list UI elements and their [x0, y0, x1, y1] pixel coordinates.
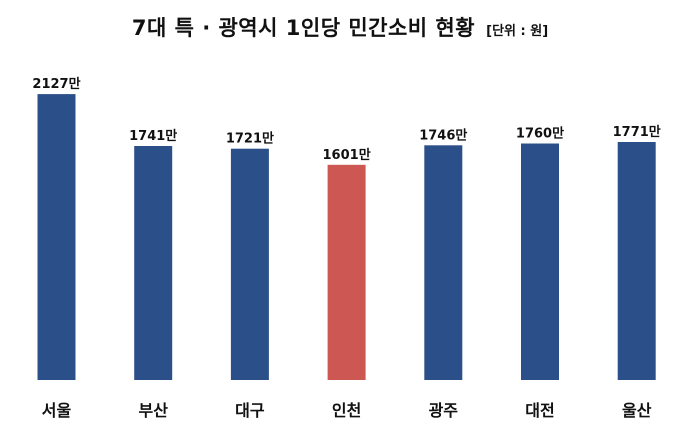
value-label-5: 1746만 — [419, 127, 467, 143]
category-label-2: 부산 — [138, 401, 168, 420]
bar-5 — [424, 145, 463, 380]
category-label-3: 대구 — [235, 401, 265, 420]
bar-3 — [230, 148, 269, 380]
chart-title: 7대 특 · 광역시 1인당 민간소비 현황 — [131, 16, 476, 40]
unit-note: [단위 : 원] — [486, 24, 549, 39]
category-label-4: 인천 — [332, 401, 361, 420]
bar-2 — [134, 146, 173, 380]
category-label-1: 서울 — [42, 401, 72, 420]
category-label-6: 대전 — [525, 401, 554, 420]
bar-6 — [521, 143, 559, 380]
category-label-7: 울산 — [622, 401, 652, 420]
value-label-2: 1741만 — [129, 128, 177, 144]
category-label-5: 광주 — [429, 401, 459, 420]
value-label-4: 1601만 — [323, 147, 371, 163]
value-label-1: 2127만 — [32, 76, 80, 92]
value-label-7: 1771만 — [613, 124, 661, 140]
bar-4 — [327, 164, 366, 380]
bar-1 — [37, 94, 76, 380]
value-label-6: 1760만 — [516, 126, 564, 142]
value-label-3: 1721만 — [226, 131, 274, 147]
bar-7 — [617, 142, 656, 380]
chart-title-row: 7대 특 · 광역시 1인당 민간소비 현황 [단위 : 원] — [0, 12, 680, 42]
